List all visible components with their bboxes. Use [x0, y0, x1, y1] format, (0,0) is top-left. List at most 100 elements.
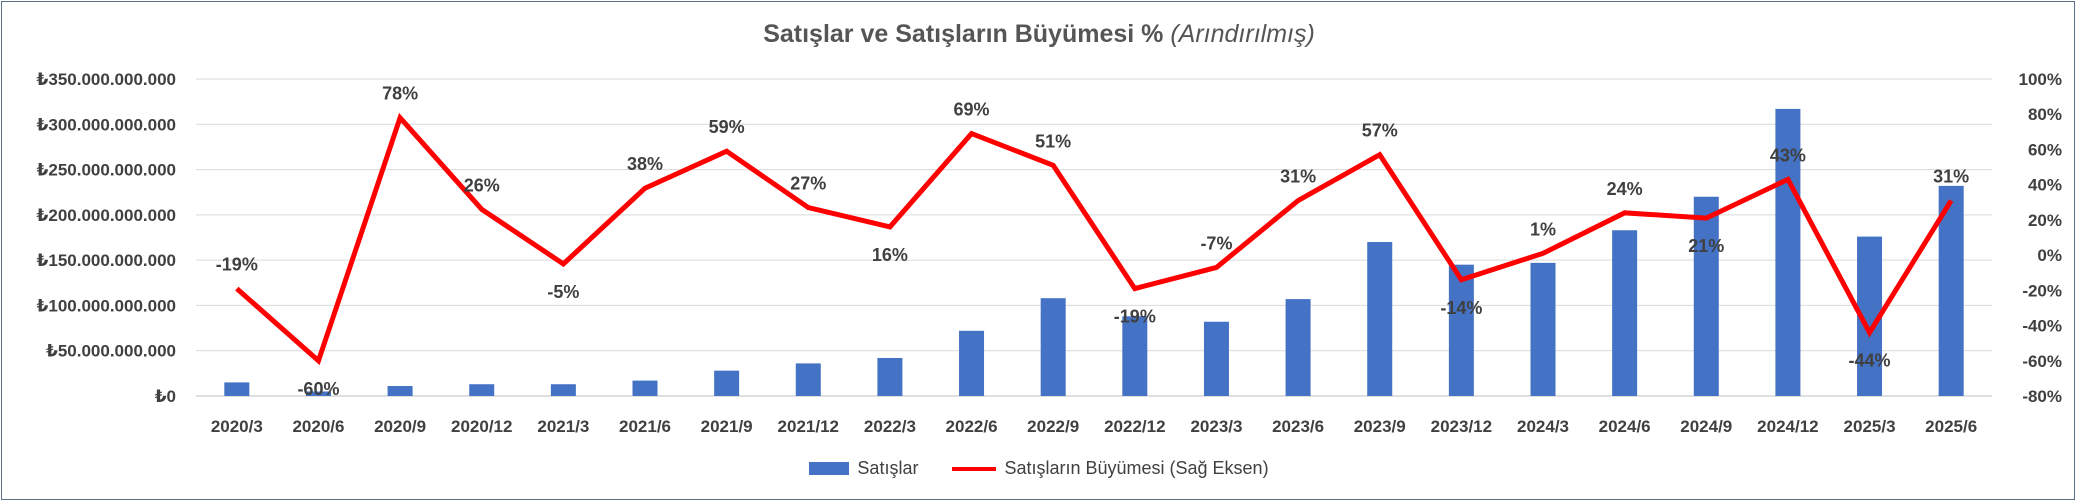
bar[interactable] [1040, 298, 1066, 396]
bar[interactable] [795, 363, 821, 396]
growth-data-label: 69% [954, 100, 990, 120]
legend-swatch-bar [809, 462, 850, 475]
x-tick-label: 2022/6 [946, 417, 998, 436]
x-tick-label: 2020/6 [292, 417, 344, 436]
right-tick-label: 100% [2019, 70, 2062, 89]
legend-swatch-line [952, 466, 997, 471]
growth-data-label: 59% [709, 117, 745, 137]
growth-data-label: 78% [382, 84, 418, 104]
growth-data-label: -44% [1849, 351, 1891, 371]
bar[interactable] [1693, 196, 1719, 396]
right-tick-label: 80% [2028, 105, 2062, 124]
gridlines [196, 78, 1992, 397]
growth-data-label: 43% [1770, 145, 1806, 165]
growth-data-label: 24% [1607, 179, 1643, 199]
left-tick-label: ₺100.000.000.000 [37, 296, 176, 315]
bar[interactable] [550, 384, 576, 396]
growth-data-label: 21% [1688, 236, 1724, 256]
bar[interactable] [1530, 262, 1556, 396]
growth-data-label: 38% [627, 154, 663, 174]
right-tick-label: -20% [2022, 281, 2062, 300]
growth-data-label: 1% [1530, 219, 1556, 239]
bar[interactable] [1203, 321, 1229, 396]
growth-data-label: 16% [872, 245, 908, 265]
bar[interactable] [1367, 242, 1393, 396]
bar[interactable] [387, 386, 413, 396]
x-tick-label: 2023/12 [1431, 417, 1492, 436]
growth-data-label: 31% [1280, 167, 1316, 187]
line-series [235, 112, 1954, 366]
bar[interactable] [714, 370, 740, 396]
data-labels: -19% -60% 78% 26% -5% 38% 59% 27% 16% 69% 51% -19% -… [216, 84, 1969, 399]
growth-data-label: 57% [1362, 121, 1398, 141]
growth-data-label: 51% [1035, 131, 1071, 151]
left-tick-label: ₺200.000.000.000 [37, 206, 176, 225]
x-tick-label: 2024/9 [1680, 417, 1732, 436]
x-tick-label: 2022/9 [1027, 417, 1079, 436]
x-tick-label: 2022/3 [864, 417, 916, 436]
x-tick-label: 2021/3 [537, 417, 589, 436]
bar-series [224, 108, 1964, 396]
left-tick-label: ₺350.000.000.000 [37, 70, 176, 89]
bar[interactable] [1612, 230, 1638, 396]
bar[interactable] [1938, 185, 1964, 396]
x-tick-label: 2021/6 [619, 417, 671, 436]
x-tick-label: 2023/9 [1354, 417, 1406, 436]
bar[interactable] [877, 357, 903, 396]
x-tick-label: 2020/3 [211, 417, 263, 436]
growth-data-label: -19% [216, 255, 258, 275]
x-tick-label: 2024/6 [1599, 417, 1651, 436]
right-tick-label: 60% [2028, 140, 2062, 159]
bar[interactable] [1775, 108, 1801, 396]
growth-data-label: 27% [790, 174, 826, 194]
right-tick-label: -80% [2022, 387, 2062, 406]
growth-data-label: -7% [1200, 233, 1232, 253]
left-tick-label: ₺0 [155, 387, 176, 406]
left-tick-label: ₺150.000.000.000 [37, 251, 176, 270]
x-tick-label: 2022/12 [1104, 417, 1165, 436]
bar[interactable] [1285, 299, 1311, 396]
left-tick-label: ₺300.000.000.000 [37, 115, 176, 134]
chart-title-main: Satışlar ve Satışların Büyümesi % [763, 20, 1164, 48]
right-tick-label: 0% [2037, 246, 2062, 265]
legend-label-growth: Satışların Büyümesi (Sağ Eksen) [1004, 458, 1269, 478]
x-tick-label: 2023/6 [1272, 417, 1324, 436]
x-tick-label: 2025/6 [1925, 417, 1977, 436]
growth-data-label: -19% [1114, 307, 1156, 327]
growth-data-label: -60% [297, 379, 339, 399]
right-tick-label: 20% [2028, 211, 2062, 230]
bar[interactable] [1122, 316, 1148, 396]
chart-title-subtitle: (Arındırılmış) [1170, 20, 1315, 48]
legend: Satışlar Satışların Büyümesi (Sağ Eksen) [0, 458, 2078, 479]
bar[interactable] [469, 384, 495, 396]
right-tick-label: -60% [2022, 352, 2062, 371]
growth-data-label: -14% [1440, 298, 1482, 318]
x-tick-label: 2024/12 [1757, 417, 1818, 436]
bar[interactable] [1448, 264, 1474, 396]
growth-data-label: 26% [464, 175, 500, 195]
x-tick-label: 2021/12 [778, 417, 839, 436]
bar[interactable] [959, 330, 985, 396]
legend-item-growth[interactable]: Satışların Büyümesi (Sağ Eksen) [952, 458, 1269, 479]
legend-item-sales[interactable]: Satışlar [809, 458, 918, 479]
right-axis-ticks: -80% -60% -40% -20% 0% 20% 40% 60% 80% 100% [2019, 70, 2062, 406]
legend-label-sales: Satışlar [857, 458, 919, 478]
x-tick-label: 2020/12 [451, 417, 512, 436]
x-tick-label: 2023/3 [1190, 417, 1242, 436]
x-tick-label: 2024/3 [1517, 417, 1569, 436]
bar[interactable] [305, 391, 331, 396]
growth-data-label: -5% [547, 282, 579, 302]
right-tick-label: -40% [2022, 317, 2062, 336]
bar[interactable] [632, 380, 658, 396]
x-tick-label: 2021/9 [701, 417, 753, 436]
x-tick-label: 2020/9 [374, 417, 426, 436]
x-axis-ticks: 2020/3 2020/6 2020/9 2020/12 2021/3 2021/6 202… [211, 417, 1977, 436]
x-tick-label: 2025/3 [1844, 417, 1896, 436]
growth-data-label: 31% [1933, 167, 1969, 187]
growth-line[interactable] [235, 112, 1954, 366]
bar[interactable] [224, 382, 250, 396]
chart-title: Satışlar ve Satışların Büyümesi % (Arınd… [0, 20, 2078, 49]
left-tick-label: ₺50.000.000.000 [46, 342, 176, 361]
